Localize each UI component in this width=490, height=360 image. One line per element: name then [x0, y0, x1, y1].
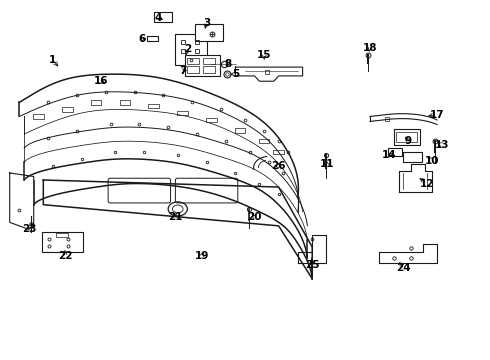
Text: 22: 22: [58, 251, 72, 261]
FancyBboxPatch shape: [175, 178, 238, 203]
Text: 16: 16: [94, 76, 108, 86]
Bar: [147, 36, 158, 41]
Bar: [235, 129, 245, 133]
Bar: [177, 111, 188, 115]
Bar: [175, 33, 207, 66]
Text: 6: 6: [138, 34, 146, 44]
Text: 14: 14: [382, 150, 396, 160]
Text: 9: 9: [405, 136, 412, 146]
Text: 26: 26: [271, 161, 286, 171]
Text: 25: 25: [305, 260, 319, 270]
Text: 7: 7: [179, 66, 186, 76]
Text: 23: 23: [23, 224, 37, 234]
Text: 24: 24: [396, 263, 411, 273]
Text: 11: 11: [319, 159, 334, 169]
Bar: [33, 114, 44, 118]
Text: 18: 18: [363, 43, 377, 53]
Text: 4: 4: [155, 13, 162, 23]
Bar: [154, 12, 172, 22]
Text: 1: 1: [49, 55, 56, 65]
Text: 17: 17: [430, 110, 444, 120]
Bar: [148, 104, 159, 108]
Bar: [91, 100, 101, 104]
Text: 2: 2: [184, 45, 191, 54]
Text: 15: 15: [257, 50, 271, 60]
Bar: [273, 150, 284, 154]
Bar: [388, 148, 402, 156]
Bar: [203, 58, 215, 64]
Text: 5: 5: [232, 69, 239, 79]
Text: 13: 13: [435, 140, 449, 150]
Text: 10: 10: [425, 156, 440, 166]
Text: 12: 12: [420, 179, 435, 189]
Text: 8: 8: [224, 59, 232, 68]
Bar: [403, 152, 422, 162]
Bar: [42, 232, 83, 252]
Bar: [187, 58, 199, 64]
Bar: [120, 100, 130, 104]
Bar: [62, 107, 73, 112]
Bar: [206, 118, 217, 122]
Text: 21: 21: [168, 212, 183, 222]
FancyBboxPatch shape: [108, 178, 171, 203]
Bar: [185, 55, 220, 76]
Bar: [259, 139, 270, 143]
Bar: [56, 233, 68, 237]
Text: 19: 19: [195, 251, 209, 261]
Text: 3: 3: [203, 18, 210, 28]
Bar: [195, 24, 223, 41]
Bar: [187, 66, 199, 73]
Bar: [396, 132, 417, 142]
Bar: [203, 66, 215, 73]
Text: 20: 20: [247, 212, 262, 222]
Bar: [394, 129, 420, 145]
